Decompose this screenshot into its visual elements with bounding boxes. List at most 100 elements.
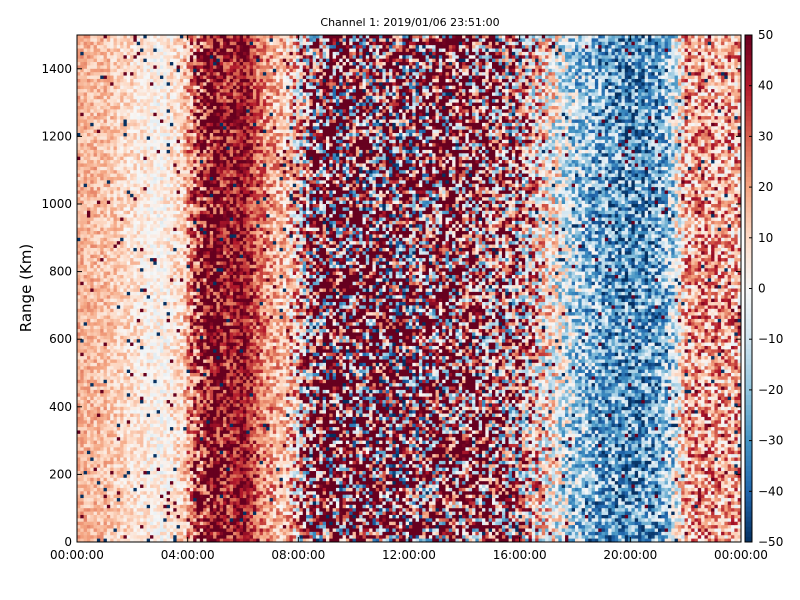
- heatmap-cell: [177, 86, 181, 90]
- heatmap-cell: [150, 505, 154, 509]
- heatmap-cell: [80, 45, 84, 49]
- heatmap-cell: [104, 478, 108, 482]
- heatmap-cell: [120, 241, 124, 245]
- heatmap-cell: [84, 211, 88, 215]
- heatmap-cell: [180, 174, 184, 178]
- heatmap-cell: [87, 282, 91, 286]
- heatmap-cell: [187, 72, 191, 76]
- heatmap-cell: [170, 359, 174, 363]
- heatmap-cell: [157, 353, 161, 357]
- heatmap-cell: [110, 99, 114, 103]
- heatmap-cell: [110, 285, 114, 289]
- heatmap-cell: [94, 45, 98, 49]
- heatmap-cell: [100, 157, 104, 161]
- heatmap-cell: [183, 79, 187, 83]
- heatmap-cell: [170, 157, 174, 161]
- heatmap-cell: [130, 157, 134, 161]
- heatmap-cell: [97, 528, 101, 532]
- heatmap-cell: [173, 140, 177, 144]
- heatmap-cell: [114, 329, 118, 333]
- heatmap-cell: [117, 427, 121, 431]
- heatmap-cell: [97, 505, 101, 509]
- heatmap-cell: [137, 339, 141, 343]
- heatmap-cell: [167, 55, 171, 59]
- heatmap-cell: [137, 458, 141, 462]
- heatmap-cell: [183, 414, 187, 418]
- heatmap-cell: [177, 299, 181, 303]
- heatmap-cell: [153, 177, 157, 181]
- heatmap-cell: [153, 383, 157, 387]
- heatmap-cell: [170, 346, 174, 350]
- heatmap-cell: [157, 366, 161, 370]
- heatmap-cell: [177, 106, 181, 110]
- heatmap-cell: [94, 441, 98, 445]
- heatmap-cell: [133, 113, 137, 117]
- heatmap-cell: [97, 289, 101, 293]
- heatmap-cell: [117, 535, 121, 539]
- heatmap-cell: [183, 62, 187, 66]
- heatmap-cell: [104, 447, 108, 451]
- heatmap-cell: [117, 444, 121, 448]
- heatmap-cell: [180, 130, 184, 134]
- heatmap-cell: [167, 180, 171, 184]
- heatmap-cell: [137, 461, 141, 465]
- heatmap-cell: [100, 207, 104, 211]
- heatmap-cell: [157, 89, 161, 93]
- heatmap-cell: [150, 221, 154, 225]
- heatmap-cell: [133, 366, 137, 370]
- heatmap-cell: [87, 305, 91, 309]
- heatmap-cell: [163, 147, 167, 151]
- heatmap-cell: [140, 194, 144, 198]
- heatmap-cell: [117, 106, 121, 110]
- heatmap-cell: [137, 501, 141, 505]
- heatmap-cell: [153, 248, 157, 252]
- heatmap-cell: [84, 316, 88, 320]
- heatmap-cell: [107, 261, 111, 265]
- heatmap-cell: [120, 180, 124, 184]
- heatmap-cell: [100, 336, 104, 340]
- heatmap-cell: [137, 126, 141, 130]
- heatmap-cell: [133, 150, 137, 154]
- heatmap-cell: [140, 353, 144, 357]
- heatmap-cell: [90, 366, 94, 370]
- heatmap-cell: [87, 430, 91, 434]
- heatmap-cell: [107, 143, 111, 147]
- heatmap-cell: [140, 143, 144, 147]
- heatmap-cell: [160, 261, 164, 265]
- heatmap-cell: [120, 255, 124, 259]
- heatmap-cell: [104, 383, 108, 387]
- heatmap-cell: [143, 140, 147, 144]
- heatmap-cell: [114, 437, 118, 441]
- heatmap-cell: [104, 136, 108, 140]
- heatmap-cell: [167, 261, 171, 265]
- heatmap-cell: [77, 35, 81, 39]
- heatmap-cell: [90, 424, 94, 428]
- heatmap-cell: [130, 508, 134, 512]
- heatmap-cell: [87, 295, 91, 299]
- heatmap-cell: [143, 289, 147, 293]
- heatmap-cell: [137, 157, 141, 161]
- heatmap-cell: [180, 420, 184, 424]
- heatmap-cell: [117, 458, 121, 462]
- heatmap-cell: [167, 86, 171, 90]
- heatmap-cell: [107, 150, 111, 154]
- heatmap-cell: [150, 292, 154, 296]
- heatmap-cell: [150, 234, 154, 238]
- heatmap-cell: [87, 238, 91, 242]
- heatmap-cell: [87, 163, 91, 167]
- heatmap-cell: [104, 92, 108, 96]
- heatmap-cell: [104, 62, 108, 66]
- heatmap-cell: [183, 495, 187, 499]
- heatmap-cell: [183, 518, 187, 522]
- heatmap-cell: [97, 228, 101, 232]
- heatmap-cell: [167, 393, 171, 397]
- heatmap-cell: [157, 461, 161, 465]
- heatmap-cell: [110, 451, 114, 455]
- heatmap-cell: [123, 278, 127, 282]
- heatmap-cell: [100, 96, 104, 100]
- heatmap-cell: [177, 120, 181, 124]
- heatmap-cell: [143, 160, 147, 164]
- heatmap-cell: [170, 241, 174, 245]
- heatmap-cell: [77, 275, 81, 279]
- heatmap-cell: [133, 255, 137, 259]
